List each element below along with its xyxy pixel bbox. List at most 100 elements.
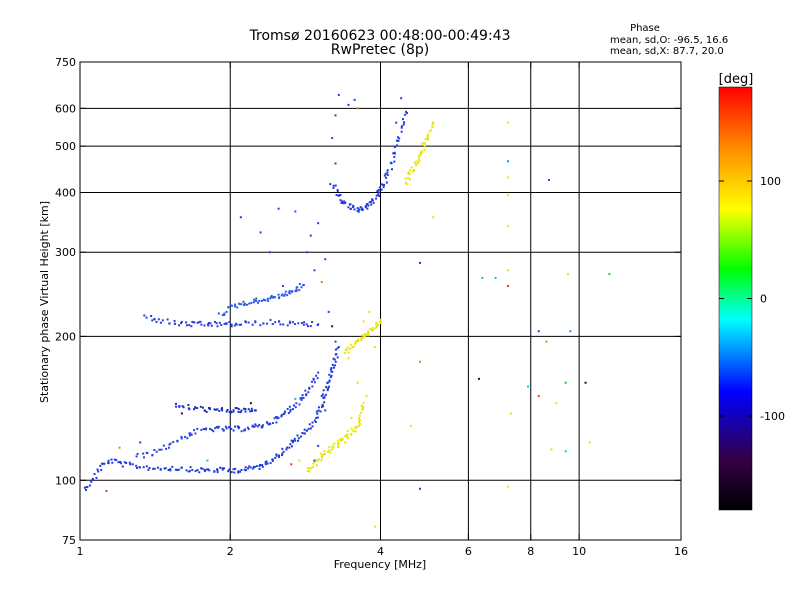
echo-point (364, 335, 367, 338)
echo-point (226, 408, 229, 411)
echo-point (187, 404, 190, 407)
echo-point (308, 470, 311, 473)
echo-point (90, 480, 93, 483)
echo-point (317, 458, 320, 461)
echo-point (360, 334, 363, 337)
echo-point (329, 451, 332, 454)
echo-point (173, 319, 176, 322)
echo-point (349, 347, 352, 350)
echo-point (157, 318, 160, 321)
echo-point (294, 439, 297, 442)
echo-point (325, 386, 328, 389)
echo-point (160, 448, 163, 451)
echo-point (237, 471, 240, 474)
echo-point (83, 486, 86, 489)
echo-point (221, 468, 224, 471)
echo-point (316, 416, 319, 419)
y-tick-label: 750 (55, 56, 76, 69)
echo-point (307, 391, 310, 394)
echo-point (364, 206, 367, 209)
echo-point (216, 471, 219, 474)
echo-point (328, 373, 331, 376)
echo-point (95, 476, 98, 479)
echo-point (254, 423, 257, 426)
echo-point (282, 450, 285, 453)
echo-point (131, 463, 134, 466)
echo-point (298, 289, 301, 292)
y-tick-label: 400 (55, 186, 76, 199)
echo-point (323, 450, 326, 453)
echo-point (217, 425, 220, 428)
echo-point (413, 161, 416, 164)
echo-point (260, 425, 263, 428)
echo-point (142, 456, 145, 459)
echo-point (243, 468, 246, 471)
colorbar-tick-label: 0 (760, 293, 767, 306)
echo-point (406, 112, 409, 115)
echo-point (97, 470, 100, 473)
echo-point (368, 310, 371, 313)
echo-point (221, 428, 224, 431)
phase-header: Phase (630, 23, 660, 34)
echo-point (426, 136, 429, 139)
echo-point (277, 207, 280, 210)
echo-point (181, 405, 184, 408)
echo-point (509, 412, 512, 415)
echo-point (358, 417, 361, 420)
echo-point (506, 176, 509, 179)
echo-point (367, 334, 370, 337)
echo-point (256, 425, 259, 428)
echo-point (252, 467, 255, 470)
grid-lines (80, 62, 681, 540)
echo-point (203, 428, 206, 431)
echo-point (102, 462, 105, 465)
echo-point (365, 395, 368, 398)
echo-point (327, 310, 330, 313)
echo-point (335, 194, 338, 197)
echo-point (206, 323, 209, 326)
echo-point (333, 364, 336, 367)
echo-point (242, 300, 245, 303)
echo-point (142, 466, 145, 469)
echo-point (506, 194, 509, 197)
echo-point (432, 216, 435, 219)
echo-point (255, 297, 258, 300)
echo-point (317, 444, 320, 447)
echo-point (151, 319, 154, 322)
echo-point (128, 461, 131, 464)
echo-point (225, 427, 228, 430)
echo-point (248, 302, 251, 305)
echo-point (194, 470, 197, 473)
echo-point (432, 121, 435, 124)
echo-point (291, 441, 294, 444)
echo-point (251, 323, 254, 326)
echo-point (315, 416, 318, 419)
echo-point (205, 468, 208, 471)
data-points (83, 93, 611, 528)
echo-point (545, 340, 548, 343)
echo-point (282, 323, 285, 326)
echo-point (352, 429, 355, 432)
echo-point (281, 452, 284, 455)
echo-point (234, 305, 237, 308)
echo-point (176, 440, 179, 443)
echo-point (342, 202, 345, 205)
echo-point (415, 163, 418, 166)
echo-point (350, 416, 353, 419)
echo-point (426, 138, 429, 141)
echo-point (244, 466, 247, 469)
echo-point (184, 435, 187, 438)
echo-point (274, 456, 277, 459)
echo-point (294, 406, 297, 409)
echo-point (354, 430, 357, 433)
echo-point (389, 161, 392, 164)
echo-point (362, 405, 365, 408)
echo-point (292, 439, 295, 442)
echo-point (377, 189, 380, 192)
echo-point (240, 409, 243, 412)
echo-point (356, 425, 359, 428)
echo-point (334, 162, 337, 165)
echo-point (349, 343, 352, 346)
echo-point (209, 322, 212, 325)
echo-point (422, 142, 425, 145)
